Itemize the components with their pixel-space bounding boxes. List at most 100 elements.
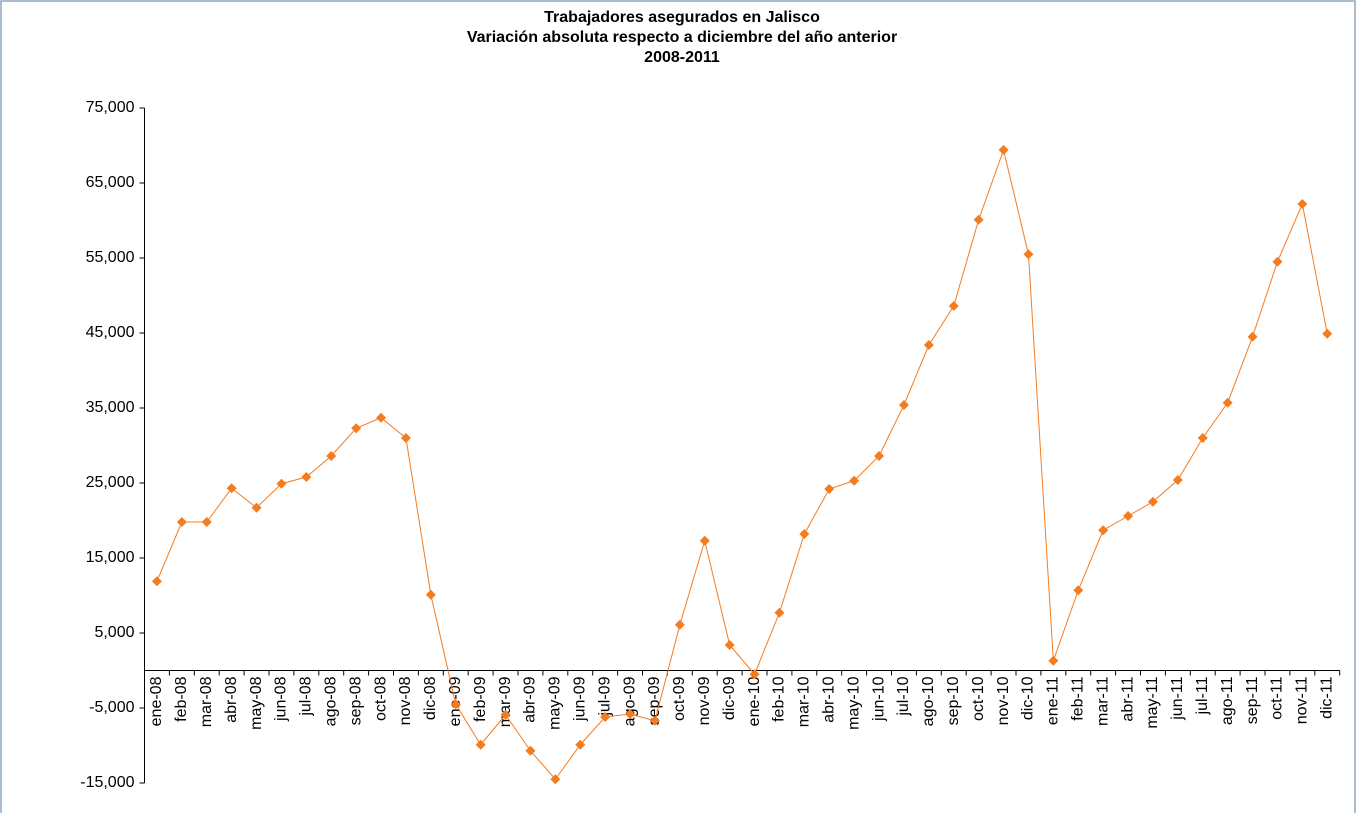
x-tick-label: mar-11 — [1094, 676, 1111, 726]
marker — [923, 340, 934, 350]
marker — [276, 478, 287, 489]
y-tick-label: 65,000 — [86, 174, 135, 191]
marker — [699, 535, 710, 546]
x-tick-label: ene-08 — [148, 676, 165, 726]
marker — [973, 214, 984, 225]
marker — [1023, 249, 1034, 260]
x-tick-label: dic-08 — [422, 676, 439, 720]
x-tick-label: oct-09 — [671, 676, 688, 721]
x-tick-label: ago-09 — [621, 676, 638, 726]
y-tick-label: 75,000 — [86, 99, 135, 116]
marker — [1073, 585, 1084, 596]
marker — [226, 483, 237, 494]
marker — [600, 712, 611, 722]
marker — [500, 709, 511, 720]
y-tick-label: 25,000 — [86, 474, 135, 491]
x-tick-label: mar-10 — [796, 676, 813, 727]
marker — [1197, 433, 1208, 443]
x-tick-label: ene-10 — [746, 676, 763, 726]
marker — [649, 715, 660, 726]
x-tick-label: sep-08 — [347, 676, 364, 725]
x-tick-label: dic-10 — [1020, 676, 1037, 720]
marker — [799, 529, 810, 539]
marker — [625, 709, 636, 719]
x-tick-label: oct-10 — [970, 676, 987, 721]
y-tick-label: -5,000 — [89, 699, 134, 716]
x-tick-label: abr-09 — [522, 676, 539, 722]
x-tick-label: oct-11 — [1269, 676, 1286, 719]
marker — [898, 400, 909, 410]
x-tick-label: may-08 — [248, 676, 265, 729]
x-tick-label: sep-10 — [945, 676, 962, 725]
chart-period: 2008-2011 — [644, 49, 720, 66]
x-tick-label: jun-08 — [273, 676, 290, 722]
x-tick-label: ago-08 — [322, 676, 339, 726]
marker — [550, 774, 561, 785]
chart-subtitle: Variación absoluta respecto a diciembre … — [467, 29, 897, 46]
x-tick-label: ago-10 — [920, 676, 937, 726]
marker — [450, 699, 461, 710]
marker — [1222, 397, 1233, 408]
x-tick-label: abr-11 — [1119, 676, 1136, 721]
marker — [201, 517, 212, 527]
marker — [425, 589, 436, 600]
marker — [176, 517, 187, 527]
marker — [525, 745, 536, 756]
marker — [774, 607, 785, 618]
marker — [724, 640, 735, 650]
marker — [948, 301, 959, 311]
x-tick-label: dic-11 — [1318, 676, 1335, 718]
x-tick-label: oct-08 — [372, 676, 389, 721]
marker — [1098, 525, 1109, 536]
x-tick-label: may-10 — [845, 676, 862, 729]
x-tick-label: mar-09 — [497, 676, 514, 727]
y-tick-label: 5,000 — [94, 624, 134, 641]
marker — [849, 475, 860, 486]
marker — [824, 484, 835, 494]
x-tick-label: jun-09 — [571, 676, 588, 722]
marker — [326, 451, 337, 461]
x-tick-label: jul-11 — [1194, 676, 1211, 715]
x-tick-label: dic-09 — [721, 676, 738, 720]
marker — [998, 145, 1009, 155]
x-tick-label: jun-11 — [1169, 676, 1186, 720]
x-tick-label: may-09 — [547, 676, 564, 729]
y-tick-label: 35,000 — [86, 399, 135, 416]
x-tick-label: feb-11 — [1069, 676, 1086, 720]
x-tick-label: nov-11 — [1294, 676, 1311, 724]
x-tick-label: nov-10 — [995, 676, 1012, 725]
marker — [1123, 511, 1134, 521]
x-tick-label: jul-08 — [298, 676, 315, 716]
marker — [1172, 475, 1183, 485]
chart-title: Trabajadores asegurados en Jalisco — [544, 9, 820, 26]
marker — [575, 739, 586, 750]
marker — [1147, 496, 1158, 507]
marker — [151, 576, 162, 587]
x-tick-label: abr-10 — [820, 676, 837, 722]
x-tick-label: sep-09 — [646, 676, 663, 725]
marker — [1297, 199, 1308, 209]
y-tick-label: -15,000 — [80, 774, 134, 791]
marker — [376, 412, 387, 423]
marker — [874, 451, 885, 461]
marker — [251, 502, 262, 513]
x-tick-label: feb-10 — [771, 676, 788, 721]
series-line — [156, 148, 1328, 781]
x-tick-label: abr-08 — [223, 676, 240, 722]
x-tick-label: sep-11 — [1244, 676, 1261, 724]
marker — [301, 472, 312, 482]
x-tick-label: nov-08 — [397, 676, 414, 725]
marker — [351, 423, 362, 434]
x-tick-label: mar-08 — [198, 676, 215, 727]
marker — [1322, 328, 1333, 339]
marker — [674, 619, 685, 630]
x-tick-label: ago-11 — [1219, 676, 1236, 725]
y-tick-label: 55,000 — [86, 249, 135, 266]
marker — [1247, 331, 1258, 342]
marker — [749, 669, 760, 680]
x-tick-label: feb-08 — [173, 676, 190, 721]
marker — [1272, 256, 1283, 267]
x-tick-label: nov-09 — [696, 676, 713, 725]
